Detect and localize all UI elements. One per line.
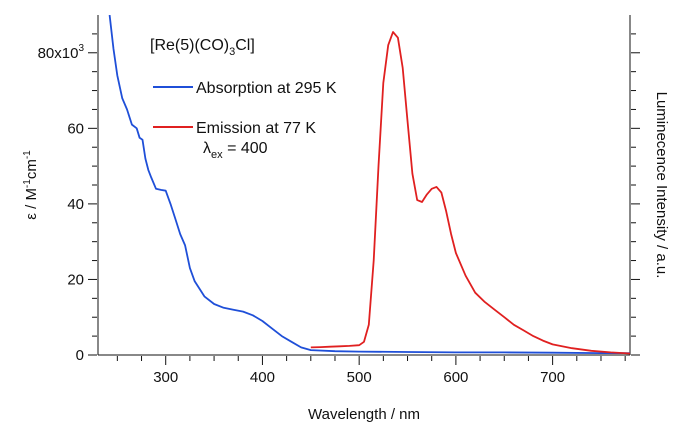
y-tick-label: 60 <box>67 120 84 137</box>
x-axis-label: Wavelength / nm <box>308 406 420 423</box>
legend: Absorption at 295 K Emission at 77 K λex… <box>153 80 337 161</box>
y-ticks: 0 20 40 60 80x103 <box>38 33 97 364</box>
y-tick-label: 0 <box>76 347 84 364</box>
y-axis-label: ε / M-1cm-1 <box>22 150 40 220</box>
emission-series-line <box>310 31 630 355</box>
y-tick-label: 20 <box>67 271 84 288</box>
x-tick-label: 400 <box>250 369 275 386</box>
chart-title: [Re(5)(CO)3Cl] <box>150 37 255 58</box>
right-ticks <box>631 33 640 356</box>
legend-label-absorption: Absorption at 295 K <box>196 80 337 97</box>
x-ticks: 300 400 500 600 700 <box>116 356 626 386</box>
excitation-annotation: λex = 400 <box>203 140 268 161</box>
x-tick-label: 600 <box>443 369 468 386</box>
x-tick-label: 500 <box>347 369 372 386</box>
absorption-series-line <box>108 15 630 355</box>
series-layer <box>108 15 630 355</box>
legend-label-emission: Emission at 77 K <box>196 120 316 137</box>
x-tick-label: 700 <box>540 369 565 386</box>
y-tick-label: 80x103 <box>38 43 85 62</box>
y-tick-exponent: 3 <box>78 43 84 54</box>
x-tick-label: 300 <box>153 369 178 386</box>
right-axis-label: Luminecence Intensity / a.u. <box>653 92 670 279</box>
y-tick-label: 40 <box>67 196 84 213</box>
